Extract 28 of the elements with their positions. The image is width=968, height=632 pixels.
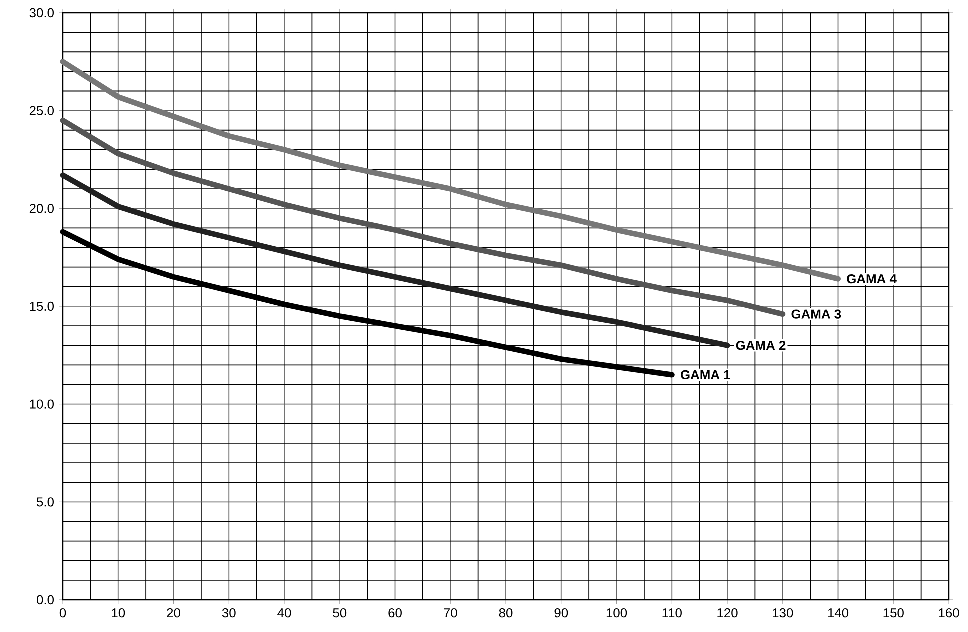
x-tick-label: 100 (606, 608, 628, 618)
y-tick-label: 0.0 (36, 595, 54, 605)
y-tick-label: 30.0 (30, 8, 54, 18)
series-label: GAMA 3 (792, 310, 842, 319)
x-tick-label: 110 (662, 608, 682, 618)
series-label: GAMA 4 (847, 274, 897, 284)
y-tick-label: 15.0 (30, 302, 54, 312)
y-tick-label: 10.0 (30, 400, 54, 409)
series-label: GAMA 2 (736, 341, 786, 350)
series-label: GAMA 1 (681, 370, 730, 380)
x-tick-label: 160 (939, 608, 960, 618)
y-tick-label: 20.0 (30, 204, 54, 214)
y-tick-label: 25.0 (30, 106, 54, 116)
x-tick-label: 60 (388, 608, 402, 618)
x-tick-label: 150 (884, 608, 904, 618)
x-tick-label: 40 (278, 608, 292, 618)
x-tick-label: 20 (167, 608, 180, 618)
x-tick-label: 140 (828, 608, 849, 618)
x-tick-label: 0 (60, 608, 66, 618)
x-tick-label: 120 (718, 608, 738, 618)
x-tick-label: 130 (773, 608, 794, 618)
x-tick-label: 80 (499, 608, 513, 618)
x-tick-label: 70 (444, 608, 458, 618)
x-tick-label: 30 (222, 608, 236, 618)
y-tick-label: 5.0 (37, 498, 54, 507)
x-tick-label: 90 (554, 608, 568, 618)
x-tick-label: 10 (112, 608, 126, 618)
x-tick-label: 50 (333, 608, 347, 618)
